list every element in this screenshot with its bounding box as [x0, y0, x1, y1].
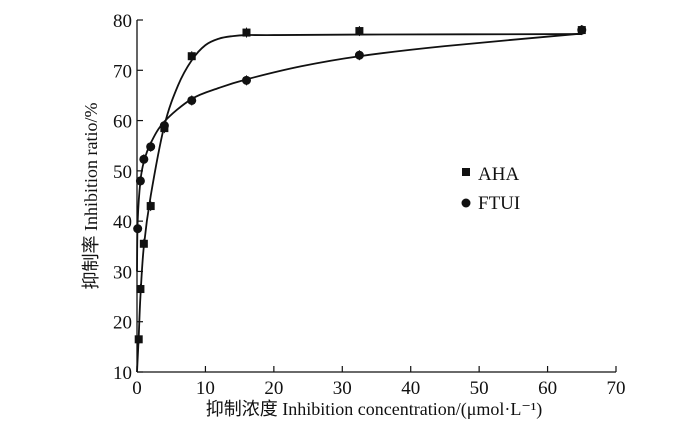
x-tick-label: 20 [264, 378, 283, 399]
data-point-aha [242, 28, 251, 37]
x-tick-label: 70 [607, 378, 626, 399]
fit-curve-aha [136, 33, 582, 373]
legend-marker-aha [462, 168, 470, 176]
fit-curve-ftui [136, 32, 582, 272]
data-point-ftui [135, 176, 145, 186]
x-tick-label: 40 [401, 378, 420, 399]
y-tick-label: 80 [113, 11, 132, 32]
data-point-aha [139, 239, 148, 248]
data-point-ftui [146, 142, 156, 152]
x-tick-label: 10 [196, 378, 215, 399]
data-point-ftui [577, 25, 587, 35]
x-tick-label: 60 [538, 378, 557, 399]
y-tick-label: 60 [113, 112, 132, 133]
data-point-aha [187, 52, 196, 61]
x-axis-label: 抑制浓度 Inhibition concentration/(μmol·L⁻¹) [206, 399, 542, 420]
x-tick-label: 30 [333, 378, 352, 399]
y-tick-label: 70 [113, 61, 132, 82]
data-point-aha [136, 285, 145, 294]
data-point-ftui [139, 154, 149, 164]
data-point-aha [355, 27, 364, 36]
data-point-aha [146, 202, 155, 211]
data-point-ftui [133, 224, 143, 234]
data-point-ftui [241, 75, 251, 85]
y-axis-label: 抑制率 Inhibition ratio/% [81, 103, 101, 290]
y-tick-label: 40 [113, 212, 132, 233]
legend-label-ftui: FTUI [478, 193, 520, 214]
data-point-ftui [187, 95, 197, 105]
x-tick-label: 0 [132, 378, 142, 399]
data-point-ftui [159, 121, 169, 131]
legend: AHA FTUI [461, 164, 520, 214]
y-tick-label: 50 [113, 162, 132, 183]
data-points [133, 25, 587, 345]
legend-marker-ftui [461, 198, 471, 208]
data-point-aha [134, 335, 143, 344]
x-tick-label: 50 [470, 378, 489, 399]
legend-label-aha: AHA [478, 164, 519, 185]
y-tick-label: 20 [113, 313, 132, 334]
y-tick-label: 30 [113, 262, 132, 283]
data-point-ftui [354, 50, 364, 60]
y-tick-label: 10 [113, 363, 132, 384]
